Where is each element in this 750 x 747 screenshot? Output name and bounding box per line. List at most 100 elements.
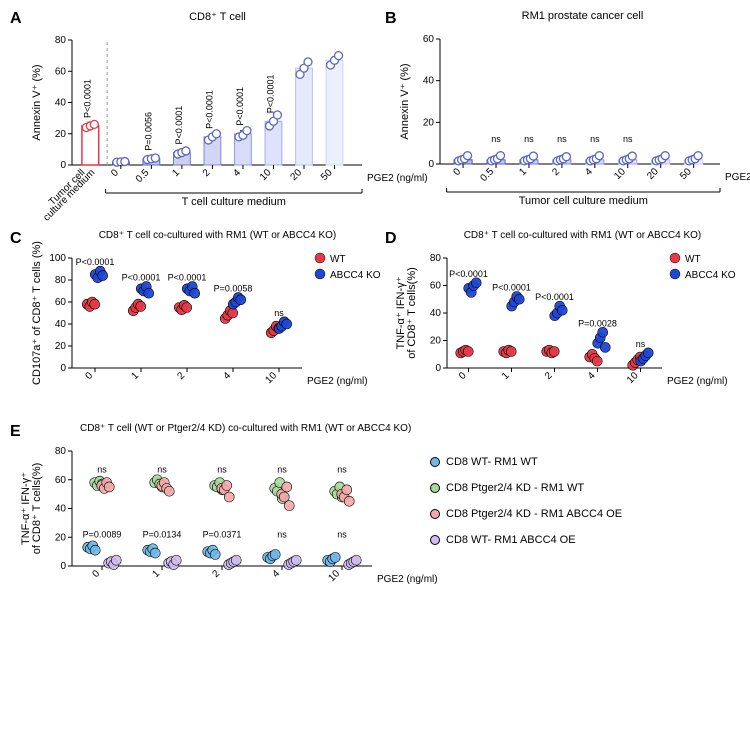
svg-text:CD107a⁺ of CD8⁺ T cells (%): CD107a⁺ of CD8⁺ T cells (%) — [31, 241, 43, 385]
svg-text:P<0.0001: P<0.0001 — [492, 283, 531, 293]
svg-text:0: 0 — [60, 561, 66, 572]
panel-c-title: CD8⁺ T cell co-cultured with RM1 (WT or … — [60, 230, 375, 241]
panel-a-title: CD8⁺ T cell — [60, 10, 375, 23]
svg-text:4: 4 — [583, 166, 595, 178]
svg-text:10: 10 — [326, 568, 342, 584]
svg-text:ns: ns — [590, 134, 600, 144]
svg-text:P<0.0001: P<0.0001 — [76, 257, 115, 267]
svg-text:0.5: 0.5 — [479, 166, 497, 184]
svg-text:Annexin V⁺ (%): Annexin V⁺ (%) — [399, 63, 411, 139]
svg-text:4: 4 — [270, 568, 282, 580]
svg-text:80: 80 — [55, 275, 67, 286]
panel-label-b: B — [385, 10, 397, 28]
svg-text:WT: WT — [685, 254, 701, 265]
chart-c: 020406080100CD107a⁺ of CD8⁺ T cells (%)0… — [10, 243, 375, 413]
svg-text:1: 1 — [517, 166, 529, 178]
svg-text:2: 2 — [201, 167, 213, 179]
svg-text:ABCC4 KO: ABCC4 KO — [685, 270, 736, 281]
svg-text:20: 20 — [288, 167, 304, 183]
svg-text:ns: ns — [491, 134, 501, 144]
svg-text:P=0.0058: P=0.0058 — [214, 284, 253, 294]
svg-text:0: 0 — [60, 160, 66, 171]
panel-label-c: C — [10, 230, 22, 248]
panel-a: A CD8⁺ T cell 020406080Annexin V⁺ (%)P<0… — [10, 10, 375, 220]
svg-text:ns: ns — [157, 465, 167, 475]
svg-text:40: 40 — [55, 504, 67, 515]
chart-a: 020406080Annexin V⁺ (%)P<0.0001Tumor cel… — [10, 25, 375, 220]
svg-text:culture medium: culture medium — [41, 167, 97, 223]
svg-text:P=0.0056: P=0.0056 — [143, 112, 153, 151]
svg-text:2: 2 — [543, 370, 555, 382]
svg-text:2: 2 — [210, 568, 222, 580]
svg-text:P=0.0134: P=0.0134 — [143, 529, 182, 539]
svg-text:P<0.0001: P<0.0001 — [174, 106, 184, 145]
svg-text:ns: ns — [337, 529, 347, 539]
svg-text:0: 0 — [457, 370, 469, 382]
panel-c: C CD8⁺ T cell co-cultured with RM1 (WT o… — [10, 230, 375, 413]
legend-item: CD8 WT- RM1 WT — [430, 456, 622, 468]
panel-e-title: CD8⁺ T cell (WT or Ptger2/4 KD) co-cultu… — [60, 423, 740, 434]
figure: A CD8⁺ T cell 020406080Annexin V⁺ (%)P<0… — [10, 10, 740, 611]
svg-text:P<0.0001: P<0.0001 — [265, 74, 275, 113]
chart-d: 020406080TNF-α⁺ IFN-γ⁺of CD8⁺ T cells(%)… — [385, 243, 740, 413]
svg-text:4: 4 — [586, 370, 598, 382]
svg-text:20: 20 — [55, 341, 67, 352]
legend-item: CD8 Ptger2/4 KD - RM1 ABCC4 OE — [430, 508, 622, 520]
svg-text:80: 80 — [430, 253, 442, 264]
svg-text:ns: ns — [277, 529, 287, 539]
svg-text:1: 1 — [170, 167, 182, 179]
panel-label-a: A — [10, 10, 22, 28]
svg-text:2: 2 — [175, 370, 187, 382]
svg-text:1: 1 — [150, 568, 162, 580]
svg-text:10: 10 — [258, 167, 274, 183]
svg-text:80: 80 — [55, 35, 67, 46]
svg-text:P<0.0001: P<0.0001 — [535, 292, 574, 302]
svg-text:ns: ns — [337, 465, 347, 475]
svg-text:20: 20 — [55, 532, 67, 543]
svg-text:40: 40 — [430, 308, 442, 319]
panel-label-e: E — [10, 423, 21, 441]
svg-text:WT: WT — [330, 254, 346, 265]
svg-text:ns: ns — [636, 339, 646, 349]
svg-text:P<0.0001: P<0.0001 — [449, 269, 488, 279]
svg-text:0: 0 — [428, 159, 434, 170]
svg-text:10: 10 — [263, 370, 279, 386]
legend-item: CD8 Ptger2/4 KD - RM1 WT — [430, 482, 622, 494]
svg-text:50: 50 — [678, 166, 694, 182]
svg-text:of CD8⁺ T cells(%): of CD8⁺ T cells(%) — [31, 463, 43, 555]
svg-text:ns: ns — [217, 465, 227, 475]
svg-text:1: 1 — [129, 370, 141, 382]
svg-text:P=0.0371: P=0.0371 — [203, 529, 242, 539]
svg-text:20: 20 — [430, 336, 442, 347]
svg-text:60: 60 — [430, 281, 442, 292]
svg-text:40: 40 — [55, 319, 67, 330]
svg-text:20: 20 — [645, 166, 661, 182]
svg-text:PGE2 (ng/ml): PGE2 (ng/ml) — [667, 376, 728, 387]
svg-text:40: 40 — [55, 98, 67, 109]
svg-text:of CD8⁺ T cells(%): of CD8⁺ T cells(%) — [406, 267, 418, 359]
svg-text:100: 100 — [49, 253, 66, 264]
svg-text:20: 20 — [55, 129, 67, 140]
svg-text:60: 60 — [423, 34, 435, 45]
svg-text:10: 10 — [612, 166, 628, 182]
svg-text:0: 0 — [60, 363, 66, 374]
svg-text:0.5: 0.5 — [134, 167, 152, 185]
svg-text:0: 0 — [109, 167, 121, 179]
svg-text:P<0.0001: P<0.0001 — [168, 273, 207, 283]
svg-text:P=0.0089: P=0.0089 — [83, 529, 122, 539]
svg-text:2: 2 — [550, 166, 562, 178]
svg-text:0: 0 — [90, 568, 102, 580]
svg-text:50: 50 — [319, 167, 335, 183]
svg-text:20: 20 — [423, 117, 435, 128]
svg-text:P<0.0001: P<0.0001 — [82, 79, 92, 118]
panel-b-title: RM1 prostate cancer cell — [425, 10, 740, 22]
svg-text:0: 0 — [435, 363, 441, 374]
svg-text:Tumor cell culture medium: Tumor cell culture medium — [519, 195, 648, 207]
svg-text:80: 80 — [55, 446, 67, 457]
svg-text:ABCC4 KO: ABCC4 KO — [330, 270, 381, 281]
svg-text:P=0.0028: P=0.0028 — [578, 318, 617, 328]
svg-text:4: 4 — [231, 167, 243, 179]
panel-label-d: D — [385, 230, 397, 248]
svg-text:PGE2 (ng/ml): PGE2 (ng/ml) — [307, 376, 368, 387]
svg-text:PGE2 (ng/ml): PGE2 (ng/ml) — [725, 172, 750, 183]
